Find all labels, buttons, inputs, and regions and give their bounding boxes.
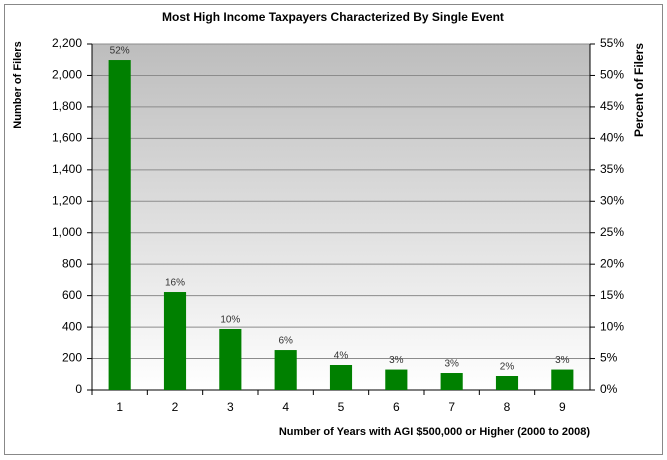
x-tick-label: 9 [559,400,566,414]
y2-tick-label: 15% [600,288,624,302]
x-tick-label: 5 [338,400,345,414]
y-tick-label: 0 [75,382,82,396]
value-label: 2% [500,362,515,373]
y2-axis-title: Percent of Filers [632,43,646,137]
value-label: 3% [555,355,570,366]
x-tick-label: 8 [504,400,511,414]
value-label: 4% [334,351,349,362]
chart-title: Most High Income Taxpayers Characterized… [162,10,504,24]
value-label: 6% [278,336,293,347]
y2-tick-label: 40% [600,131,624,145]
y-tick-label: 1,200 [52,193,82,207]
y2-tick-label: 35% [600,162,624,176]
y-tick-label: 600 [62,288,82,302]
y2-tick-label: 30% [600,193,624,207]
y-tick-label: 400 [62,319,82,333]
x-axis-title: Number of Years with AGI $500,000 or Hig… [279,426,591,438]
y2-tick-label: 50% [600,68,624,82]
bar [163,292,187,390]
y-tick-label: 800 [62,256,82,270]
y-tick-label: 2,000 [52,68,82,82]
bar [274,350,297,390]
value-label: 52% [110,46,130,57]
bar [329,364,353,390]
value-label: 3% [444,359,459,370]
bar [385,369,408,390]
y2-tick-label: 5% [600,351,618,365]
y2-tick-label: 45% [600,99,624,113]
x-tick-label: 6 [393,400,400,414]
y-tick-label: 200 [62,351,82,365]
y2-tick-label: 55% [600,36,624,50]
y2-tick-label: 25% [600,225,624,239]
value-label: 16% [165,278,185,289]
x-tick-label: 3 [227,400,234,414]
y2-tick-label: 0% [600,382,618,396]
x-tick-label: 2 [172,400,179,414]
value-label: 10% [220,315,240,326]
bar [440,373,463,390]
bar [551,369,574,390]
bar [219,328,242,390]
y-tick-label: 1,800 [52,99,82,113]
bar [495,376,519,390]
y-tick-label: 1,400 [52,162,82,176]
x-tick-label: 7 [448,400,455,414]
bar [108,60,131,391]
y-tick-label: 2,200 [52,36,82,50]
y-tick-label: 1,600 [52,131,82,145]
y2-tick-label: 10% [600,319,624,333]
x-tick-label: 4 [282,400,289,414]
y2-tick-label: 20% [600,256,624,270]
y-tick-label: 1,000 [52,225,82,239]
value-label: 3% [389,355,404,366]
x-tick-label: 1 [116,400,123,414]
y-axis-title: Number of Filers [12,41,24,128]
